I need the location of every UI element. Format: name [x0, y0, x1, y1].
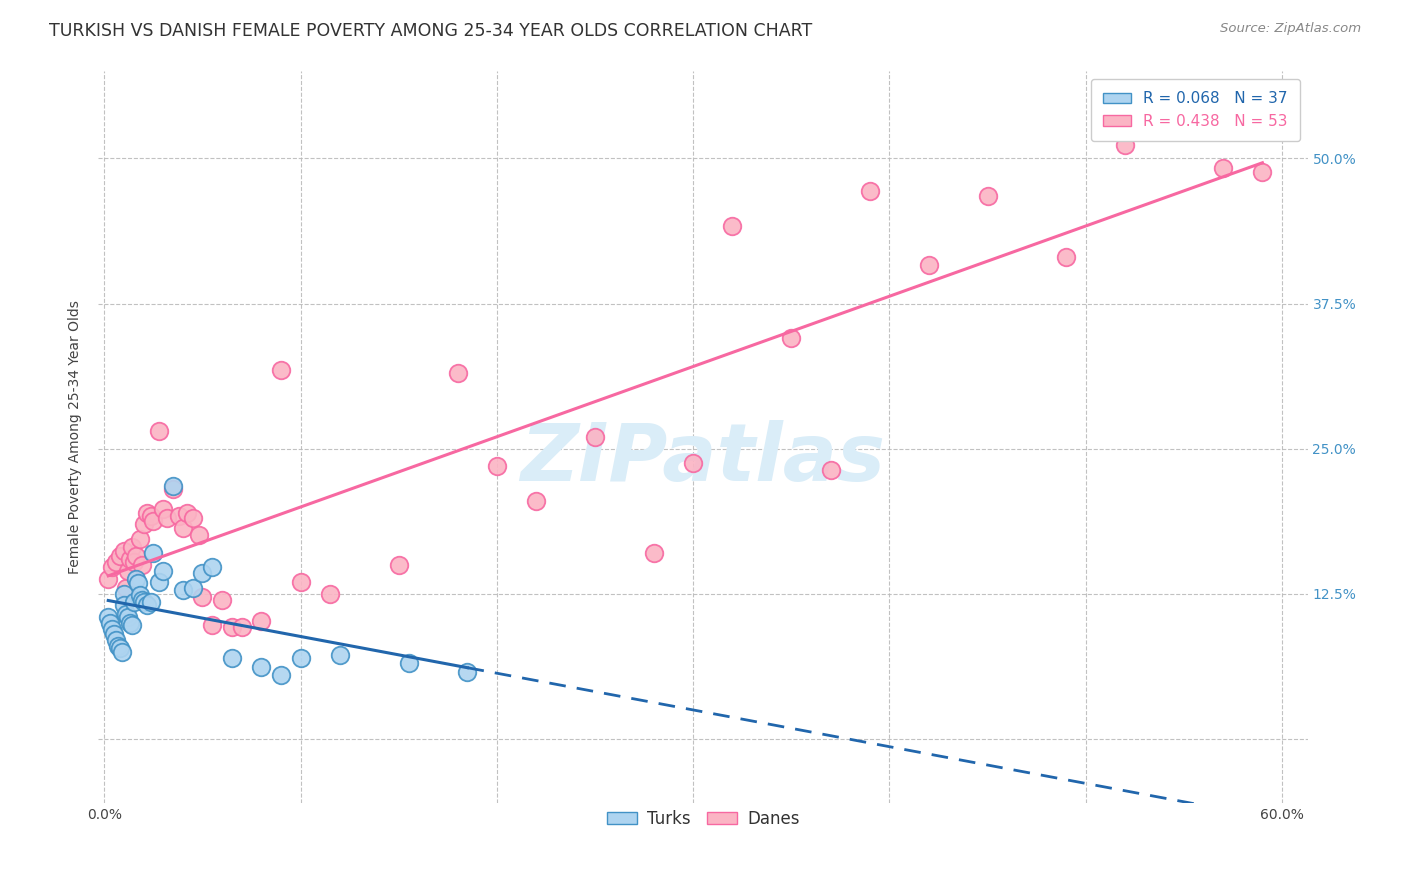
- Point: [128, 533, 150, 547]
- Point: [221, 620, 243, 634]
- Point: [176, 506, 198, 520]
- Point: [115, 607, 138, 621]
- Point: [112, 599, 135, 613]
- Point: [141, 595, 163, 609]
- Point: [121, 618, 143, 632]
- Point: [148, 575, 170, 590]
- Point: [128, 588, 150, 602]
- Point: [162, 479, 184, 493]
- Point: [97, 572, 120, 586]
- Text: TURKISH VS DANISH FEMALE POVERTY AMONG 25-34 YEAR OLDS CORRELATION CHART: TURKISH VS DANISH FEMALE POVERTY AMONG 2…: [49, 22, 813, 40]
- Point: [136, 506, 159, 520]
- Point: [191, 591, 214, 605]
- Point: [97, 610, 120, 624]
- Point: [1163, 107, 1185, 121]
- Point: [125, 572, 148, 586]
- Point: [122, 595, 145, 609]
- Point: [127, 576, 149, 591]
- Point: [117, 610, 139, 624]
- Point: [485, 459, 508, 474]
- Legend: Turks, Danes: Turks, Danes: [600, 804, 806, 835]
- Point: [101, 622, 124, 636]
- Point: [142, 514, 165, 528]
- Point: [721, 219, 744, 233]
- Point: [172, 521, 194, 535]
- Point: [583, 430, 606, 444]
- Point: [290, 650, 312, 665]
- Point: [112, 544, 135, 558]
- Point: [524, 494, 547, 508]
- Point: [148, 424, 170, 438]
- Y-axis label: Female Poverty Among 25-34 Year Olds: Female Poverty Among 25-34 Year Olds: [67, 300, 82, 574]
- Point: [117, 564, 139, 578]
- Point: [918, 258, 941, 272]
- Point: [388, 558, 411, 572]
- Point: [270, 668, 292, 682]
- Point: [98, 615, 121, 630]
- Point: [132, 595, 155, 609]
- Point: [172, 583, 194, 598]
- Point: [108, 641, 131, 656]
- Point: [319, 587, 342, 601]
- Point: [141, 509, 163, 524]
- Point: [105, 556, 128, 570]
- Point: [131, 558, 153, 572]
- Point: [398, 657, 420, 671]
- Point: [132, 517, 155, 532]
- Point: [976, 188, 998, 202]
- Point: [201, 560, 224, 574]
- Point: [1251, 165, 1274, 179]
- Point: [1212, 161, 1234, 175]
- Point: [103, 627, 125, 641]
- Point: [270, 363, 292, 377]
- Point: [136, 599, 159, 613]
- Point: [1054, 250, 1077, 264]
- Point: [211, 592, 233, 607]
- Point: [682, 456, 704, 470]
- Point: [118, 615, 141, 630]
- Point: [456, 665, 478, 679]
- Point: [115, 581, 138, 595]
- Point: [131, 592, 153, 607]
- Point: [290, 575, 312, 590]
- Point: [108, 549, 131, 563]
- Point: [142, 546, 165, 560]
- Point: [111, 645, 134, 659]
- Point: [859, 184, 882, 198]
- Point: [820, 462, 842, 476]
- Point: [125, 549, 148, 563]
- Point: [122, 556, 145, 570]
- Text: Source: ZipAtlas.com: Source: ZipAtlas.com: [1220, 22, 1361, 36]
- Point: [152, 502, 174, 516]
- Point: [250, 614, 273, 628]
- Point: [121, 541, 143, 555]
- Point: [162, 483, 184, 497]
- Point: [231, 620, 253, 634]
- Point: [181, 511, 204, 525]
- Text: ZIPatlas: ZIPatlas: [520, 420, 886, 498]
- Point: [250, 660, 273, 674]
- Point: [446, 366, 468, 380]
- Point: [187, 527, 209, 541]
- Point: [780, 331, 803, 345]
- Point: [107, 639, 129, 653]
- Point: [181, 581, 204, 595]
- Point: [643, 546, 665, 560]
- Point: [156, 511, 179, 525]
- Point: [105, 633, 128, 648]
- Point: [101, 560, 124, 574]
- Point: [201, 618, 224, 632]
- Point: [1114, 137, 1136, 152]
- Point: [152, 564, 174, 578]
- Point: [329, 648, 352, 663]
- Point: [112, 587, 135, 601]
- Point: [167, 509, 190, 524]
- Point: [221, 650, 243, 665]
- Point: [191, 566, 214, 580]
- Point: [118, 552, 141, 566]
